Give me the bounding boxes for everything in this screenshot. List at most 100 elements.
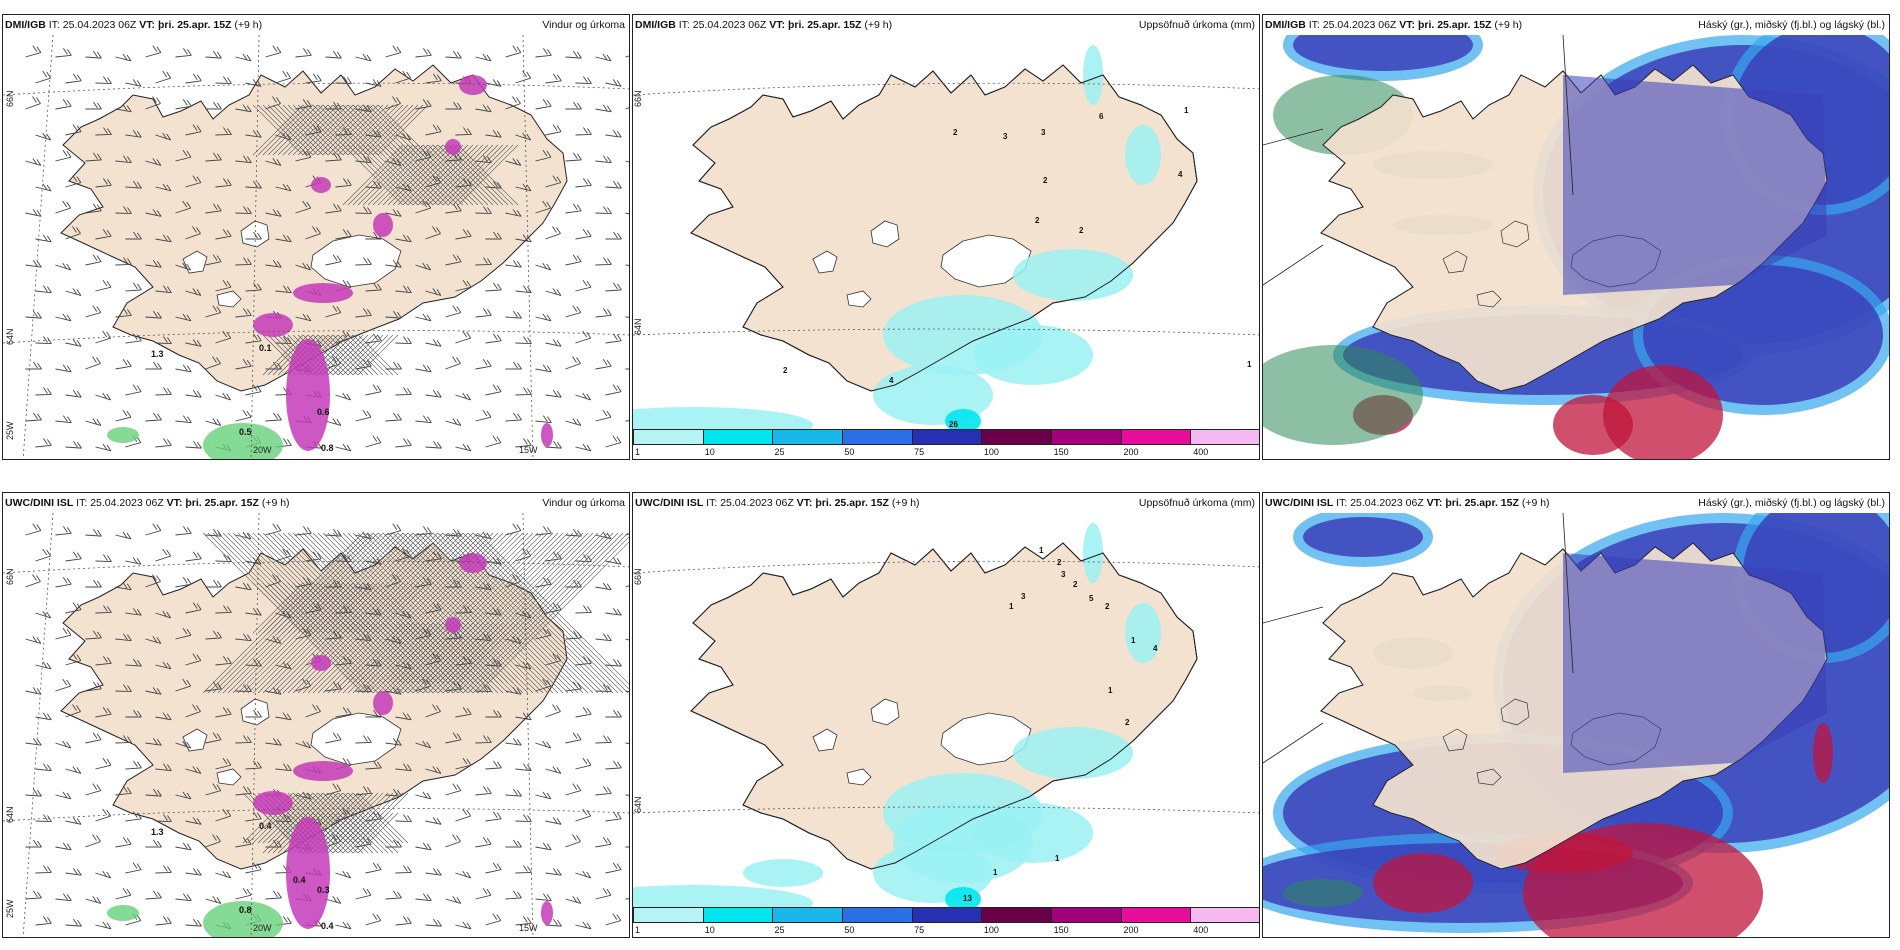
- precip-value-label: 1: [1039, 546, 1044, 555]
- precip-value-label: 2: [1073, 580, 1078, 589]
- colorbar-cell: [634, 908, 704, 922]
- precip-value-label: 3: [1021, 592, 1026, 601]
- colorbar-cell: [773, 430, 844, 444]
- map-value-label: 0.4: [259, 821, 272, 831]
- colorbar-cell: [1121, 908, 1192, 922]
- precip-value-label: 6: [1099, 112, 1104, 121]
- panel-uwc-precip: UWC/DINI ISL IT: 25.04.2023 06Z VT: þri.…: [632, 492, 1260, 938]
- precip-value-label: 5: [1089, 594, 1094, 603]
- colorbar-label: 150: [1053, 925, 1069, 935]
- colorbar-label: 10: [704, 447, 715, 457]
- svg-text:20W: 20W: [253, 445, 272, 455]
- colorbar-label: 1: [635, 925, 641, 935]
- colorbar-cell: [634, 430, 704, 444]
- colorbar-cell: [703, 430, 774, 444]
- precip-colorbar: 1 10 25 50 75 100 150 200 400: [633, 907, 1259, 937]
- panel-header: UWC/DINI ISL IT: 25.04.2023 06Z VT: þri.…: [5, 497, 625, 509]
- colorbar-label: 10: [704, 925, 715, 935]
- panel-uwc-cloud: UWC/DINI ISL IT: 25.04.2023 06Z VT: þri.…: [1262, 492, 1890, 938]
- colorbar-label: 200: [1123, 447, 1139, 457]
- precip-value-label: 3: [1041, 128, 1046, 137]
- panel-dmi-wind: DMI/IGB IT: 25.04.2023 06Z VT: þri. 25.a…: [2, 14, 630, 460]
- colorbar-label: 100: [983, 447, 999, 457]
- colorbar-cell: [843, 430, 913, 444]
- colorbar-cells: [633, 907, 1259, 923]
- colorbar-label: 50: [844, 925, 855, 935]
- panel-uwc-wind: UWC/DINI ISL IT: 25.04.2023 06Z VT: þri.…: [2, 492, 630, 938]
- colorbar-cell: [1191, 430, 1259, 444]
- precip-value-label: 2: [1079, 226, 1084, 235]
- precip-value-label: 2: [953, 128, 958, 137]
- svg-text:15W: 15W: [519, 923, 538, 933]
- panel-title: Háský (gr.), miðský (fj.bl.) og lágský (…: [1698, 497, 1885, 509]
- panel-header: UWC/DINI ISL IT: 25.04.2023 06Z VT: þri.…: [635, 497, 1255, 509]
- precip-value-label: 1: [1247, 360, 1252, 369]
- map-area[interactable]: [1263, 513, 1889, 937]
- svg-text:66N: 66N: [5, 568, 15, 585]
- colorbar-cell: [1121, 430, 1192, 444]
- colorbar-label: 200: [1123, 925, 1139, 935]
- panel-dmi-cloud: DMI/IGB IT: 25.04.2023 06Z VT: þri. 25.a…: [1262, 14, 1890, 460]
- map-value-label: 0.4: [321, 921, 334, 931]
- map-value-label: 0.3: [317, 885, 330, 895]
- colorbar-label: 75: [914, 925, 925, 935]
- map-value-label: 0.5: [239, 427, 252, 437]
- svg-text:64N: 64N: [5, 806, 15, 823]
- precip-value-label: 2: [783, 366, 788, 375]
- precip-value-label: 2: [1125, 718, 1130, 727]
- colorbar-label: 50: [844, 447, 855, 457]
- precip-value-label: 2: [1035, 216, 1040, 225]
- precip-value-label: 1: [1055, 854, 1060, 863]
- panel-header: DMI/IGB IT: 25.04.2023 06Z VT: þri. 25.a…: [1265, 19, 1885, 31]
- map-area[interactable]: 66N 64N 25W 20W 15W 1.3 0.4 0.8 0.3 0.4 0.4: [3, 513, 629, 937]
- colorbar-label: 25: [774, 447, 785, 457]
- precip-value-label: 4: [1178, 170, 1183, 179]
- map-value-label: 0.4: [293, 875, 306, 885]
- map-value-label: 0.8: [321, 443, 334, 453]
- map-value-label: 0.1: [259, 343, 272, 353]
- colorbar-label: 100: [983, 925, 999, 935]
- precip-value-label: 1: [1131, 636, 1136, 645]
- colorbar-cells: [633, 429, 1259, 445]
- precip-colorbar: 1 10 25 50 75 100 150 200 400: [633, 429, 1259, 459]
- colorbar-cell: [843, 908, 913, 922]
- svg-text:64N: 64N: [633, 318, 643, 335]
- svg-text:25W: 25W: [5, 421, 15, 440]
- svg-text:64N: 64N: [633, 796, 643, 813]
- precip-value-label: 3: [1061, 570, 1066, 579]
- map-value-label: 1.3: [151, 827, 164, 837]
- map-area[interactable]: 66N 64N 25W 20W 15W 1.3 0.1 0.5 0.6 0.8: [3, 35, 629, 459]
- svg-text:66N: 66N: [633, 568, 643, 585]
- colorbar-label: 150: [1053, 447, 1069, 457]
- svg-text:25W: 25W: [5, 899, 15, 918]
- precip-value-label: 4: [889, 376, 894, 385]
- map-area[interactable]: [1263, 35, 1889, 459]
- colorbar-cell: [912, 908, 983, 922]
- svg-text:15W: 15W: [519, 445, 538, 455]
- precip-value-label: 2: [1057, 558, 1062, 567]
- panel-title: Háský (gr.), miðský (fj.bl.) og lágský (…: [1698, 19, 1885, 31]
- colorbar-cell: [1191, 908, 1259, 922]
- precip-value-label: 13: [963, 894, 972, 903]
- precip-value-label: 2: [1105, 602, 1110, 611]
- panel-header: DMI/IGB IT: 25.04.2023 06Z VT: þri. 25.a…: [5, 19, 625, 31]
- colorbar-label: 400: [1193, 447, 1209, 457]
- panel-dmi-precip: DMI/IGB IT: 25.04.2023 06Z VT: þri. 25.a…: [632, 14, 1260, 460]
- svg-text:66N: 66N: [5, 90, 15, 107]
- map-area[interactable]: 66N64N12323152141211771333: [633, 513, 1259, 937]
- panel-title: Uppsöfnuð úrkoma (mm): [1138, 19, 1255, 31]
- panel-title: Vindur og úrkoma: [542, 19, 625, 31]
- colorbar-label: 1: [635, 447, 641, 457]
- map-area[interactable]: 66N64N233612422243261: [633, 35, 1259, 459]
- colorbar-cell: [1052, 908, 1122, 922]
- precip-value-label: 1: [1108, 686, 1113, 695]
- panel-title: Vindur og úrkoma: [542, 497, 625, 509]
- colorbar-labels: 1 10 25 50 75 100 150 200 400: [633, 925, 1259, 937]
- precip-value-label: 1: [1009, 602, 1014, 611]
- colorbar-labels: 1 10 25 50 75 100 150 200 400: [633, 447, 1259, 459]
- panel-header: UWC/DINI ISL IT: 25.04.2023 06Z VT: þri.…: [1265, 497, 1885, 509]
- precip-value-label: 4: [1153, 644, 1158, 653]
- colorbar-cell: [912, 430, 983, 444]
- precip-value-label: 26: [949, 420, 958, 429]
- colorbar-label: 400: [1193, 925, 1209, 935]
